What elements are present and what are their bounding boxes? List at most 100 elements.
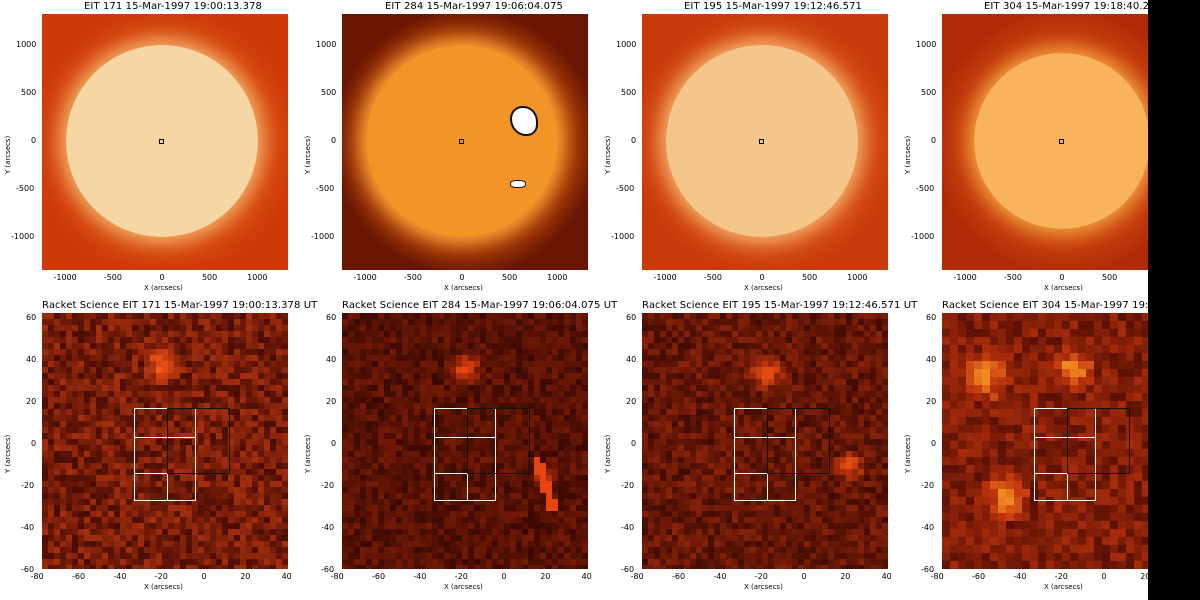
- pixel: [450, 445, 456, 451]
- pixel: [228, 451, 234, 457]
- pixel: [432, 469, 438, 475]
- pixel: [408, 325, 414, 331]
- pixel: [366, 469, 372, 475]
- pixel: [390, 343, 396, 349]
- pixel: [570, 319, 576, 325]
- pixel: [864, 397, 870, 403]
- pixel: [204, 433, 210, 439]
- pixel: [414, 421, 420, 427]
- pixel: [246, 397, 252, 403]
- pixel: [96, 415, 102, 421]
- pixel: [684, 409, 690, 415]
- pixel: [408, 517, 414, 523]
- pixel: [252, 355, 258, 361]
- pixel: [768, 505, 774, 511]
- pixel: [204, 325, 210, 331]
- pixel: [780, 487, 786, 493]
- pixel: [648, 445, 654, 451]
- pixel: [504, 541, 510, 547]
- pixel: [108, 421, 114, 427]
- pixel: [102, 391, 108, 397]
- pixel: [564, 529, 570, 535]
- pixel: [222, 313, 228, 319]
- pixel: [846, 433, 852, 439]
- pixel: [108, 391, 114, 397]
- pixel: [492, 565, 498, 569]
- pixel: [204, 403, 210, 409]
- pixel: [408, 493, 414, 499]
- pixel: [366, 547, 372, 553]
- pixel: [132, 391, 138, 397]
- pixel: [372, 487, 378, 493]
- pixel: [744, 463, 750, 469]
- pixel: [654, 505, 660, 511]
- pixel: [762, 361, 768, 367]
- pixel: [822, 439, 828, 445]
- pixel: [558, 373, 564, 379]
- pixel: [462, 325, 468, 331]
- pixel: [822, 421, 828, 427]
- pixel: [276, 319, 282, 325]
- pixel: [342, 319, 348, 325]
- pixel: [456, 319, 462, 325]
- pixel: [864, 355, 870, 361]
- pixel: [264, 379, 270, 385]
- pixel: [264, 373, 270, 379]
- pixel: [60, 493, 66, 499]
- pixel: [234, 331, 240, 337]
- pixel: [564, 313, 570, 319]
- pixel: [72, 493, 78, 499]
- pixel: [264, 439, 270, 445]
- pixel: [144, 523, 150, 529]
- pixel: [228, 331, 234, 337]
- pixel: [270, 355, 276, 361]
- pixel: [444, 487, 450, 493]
- pixel: [144, 487, 150, 493]
- pixel: [714, 463, 720, 469]
- pixel: [768, 337, 774, 343]
- pixel: [648, 331, 654, 337]
- pixel: [510, 529, 516, 535]
- pixel: [834, 445, 840, 451]
- pixel: [222, 517, 228, 523]
- pixel: [852, 397, 858, 403]
- pixel: [168, 553, 174, 559]
- pixel: [882, 409, 888, 415]
- pixel: [576, 529, 582, 535]
- pixel: [162, 403, 168, 409]
- pixel: [210, 541, 216, 547]
- pixel: [84, 463, 90, 469]
- pixel: [96, 331, 102, 337]
- pixel: [108, 397, 114, 403]
- pixel: [264, 343, 270, 349]
- pixel: [540, 361, 546, 367]
- pixel: [432, 403, 438, 409]
- pixel: [90, 499, 96, 505]
- pixel: [378, 445, 384, 451]
- pixel: [486, 559, 492, 565]
- pixel: [534, 445, 540, 451]
- pixel: [858, 313, 864, 319]
- pixel: [78, 547, 84, 553]
- pixel: [78, 487, 84, 493]
- pixel: [852, 361, 858, 367]
- pixel: [60, 517, 66, 523]
- pixel: [546, 433, 552, 439]
- pixel: [756, 451, 762, 457]
- pixel: [576, 487, 582, 493]
- pixel: [108, 409, 114, 415]
- pixel: [264, 409, 270, 415]
- pixel: [828, 349, 834, 355]
- pixel: [810, 367, 816, 373]
- pixel: [738, 349, 744, 355]
- zoom-image: [42, 313, 288, 569]
- pixel: [450, 355, 456, 361]
- pixel: [420, 529, 426, 535]
- pixel: [876, 487, 882, 493]
- pixel: [846, 367, 852, 373]
- pixel: [162, 523, 168, 529]
- pixel: [246, 385, 252, 391]
- pixel: [438, 481, 444, 487]
- pixel: [504, 331, 510, 337]
- pixel: [864, 469, 870, 475]
